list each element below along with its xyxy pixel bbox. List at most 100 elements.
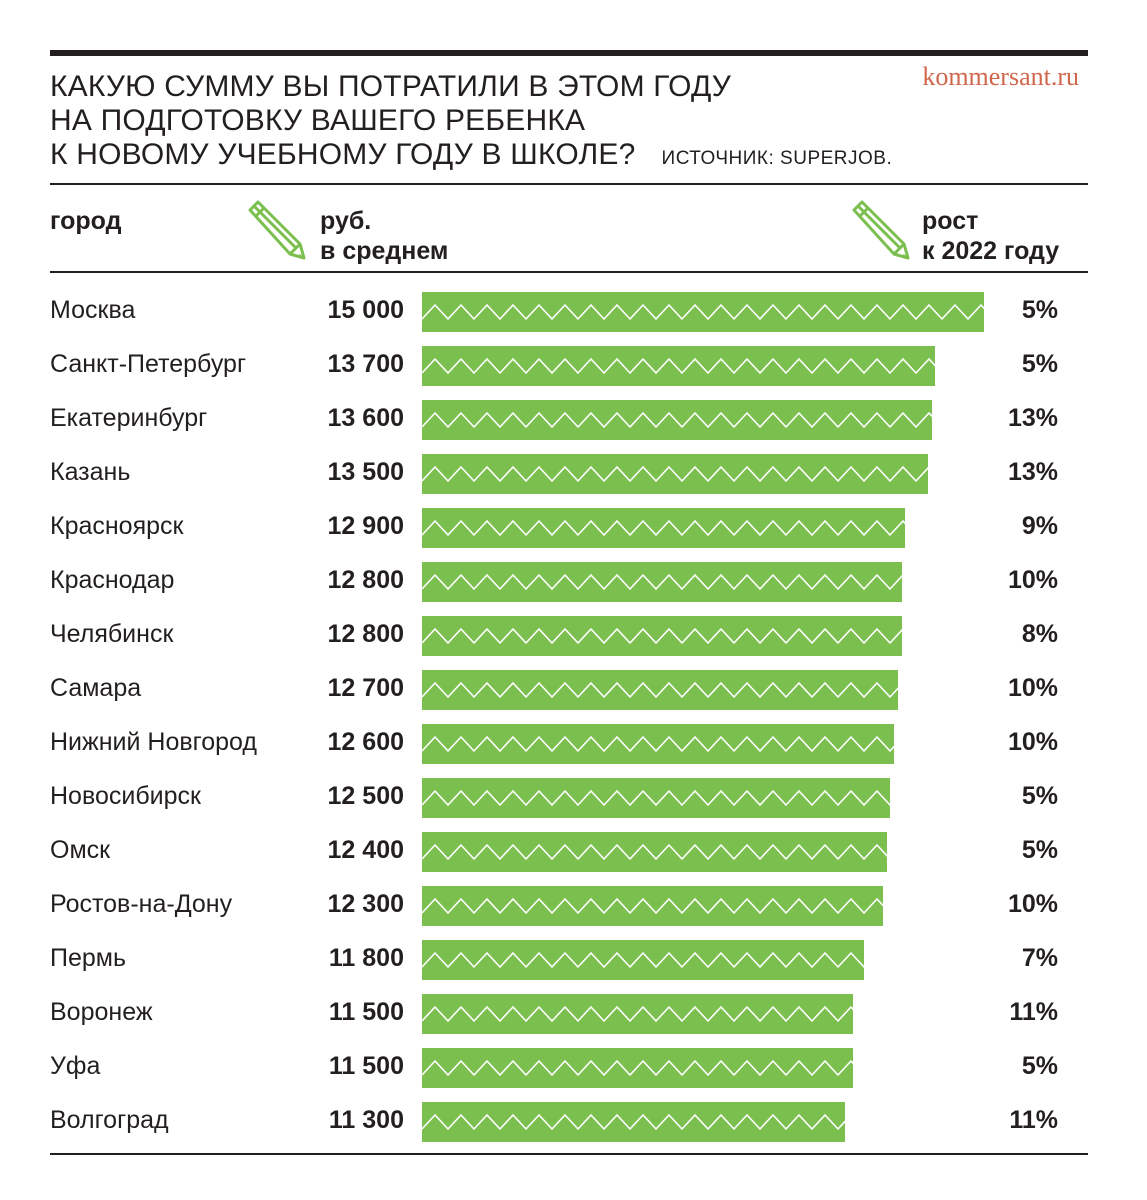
source-note: ИСТОЧНИК: SUPERJOB. [661,148,893,169]
bar [422,400,932,440]
growth-label: 10% [1007,566,1058,594]
chart-row: Ростов-на-Дону 12 300 10% [50,879,1088,933]
bar-fill [422,292,984,332]
bar-zigzag [422,303,984,321]
bar-zigzag [422,681,898,699]
chart-row: Воронеж 11 500 11% [50,987,1088,1041]
value-label: 12 800 [327,566,404,594]
value-label: 11 800 [328,944,404,972]
chart-row: Уфа 11 500 5% [50,1041,1088,1095]
title-line-2: НА ПОДГОТОВКУ ВАШЕГО РЕБЕНКА [50,104,586,137]
bar-fill [422,832,887,872]
bar [422,562,902,602]
bar [422,994,853,1034]
title-line-3: К НОВОМУ УЧЕБНОМУ ГОДУ В ШКОЛЕ? ИСТОЧНИК:… [50,138,892,176]
city-label: Ростов-на-Дону [50,890,233,918]
chart-row: Краснодар 12 800 10% [50,555,1088,609]
bar-fill [422,724,894,764]
bar-zigzag [422,951,864,969]
city-label: Уфа [50,1052,101,1080]
chart-row: Новосибирск 12 500 5% [50,771,1088,825]
header-growth-line1: рост [922,207,979,235]
bar-zigzag [422,465,928,483]
growth-label: 5% [1021,836,1058,864]
growth-label: 9% [1021,512,1058,540]
growth-label: 13% [1007,404,1058,432]
bottom-rule [50,1153,1088,1155]
chart-row: Челябинск 12 800 8% [50,609,1088,663]
city-label: Екатеринбург [50,404,208,432]
bar-fill [422,778,890,818]
header-value: руб. в среднем [320,206,448,266]
pencil-icon [248,200,306,260]
chart-row: Екатеринбург 13 600 13% [50,393,1088,447]
bar-zigzag [422,1005,853,1023]
city-label: Пермь [50,944,126,972]
pencil-icon [852,200,910,260]
bar-fill [422,940,864,980]
bar [422,832,887,872]
growth-label: 5% [1021,350,1058,378]
header-top-rule [50,183,1088,185]
brand-logo[interactable]: kommersant.ru [922,62,1079,91]
chart-rows: Москва 15 000 5% Санкт-Петербург 13 700 5% Ека… [50,285,1088,1149]
chart-row: Самара 12 700 10% [50,663,1088,717]
bar [422,454,928,494]
bar [422,346,935,386]
chart-row: Омск 12 400 5% [50,825,1088,879]
value-label: 15 000 [327,296,404,324]
bar-zigzag [422,573,902,591]
city-label: Челябинск [50,620,174,648]
value-label: 13 600 [327,404,404,432]
value-label: 12 500 [327,782,404,810]
growth-label: 10% [1007,890,1058,918]
bar-zigzag [422,897,883,915]
growth-label: 11% [1009,998,1058,1026]
chart-row: Нижний Новгород 12 600 10% [50,717,1088,771]
header-growth-line2: к 2022 году [922,237,1060,265]
growth-label: 5% [1021,296,1058,324]
city-label: Волгоград [50,1106,169,1134]
bar [422,886,883,926]
bar-zigzag [422,789,890,807]
bar-zigzag [422,627,902,645]
city-label: Москва [50,296,136,324]
chart-row: Волгоград 11 300 11% [50,1095,1088,1149]
top-rule [50,50,1088,56]
value-label: 12 900 [327,512,404,540]
city-label: Омск [50,836,111,864]
bar-zigzag [422,1059,853,1077]
value-label: 12 700 [327,674,404,702]
bar [422,616,902,656]
chart-row: Казань 13 500 13% [50,447,1088,501]
chart-row: Москва 15 000 5% [50,285,1088,339]
bar [422,508,905,548]
header-bottom-rule [50,271,1088,273]
city-label: Самара [50,674,142,702]
chart-row: Красноярск 12 900 9% [50,501,1088,555]
value-label: 11 500 [328,1052,404,1080]
header-city: город [50,206,121,236]
bar-fill [422,886,883,926]
city-label: Санкт-Петербург [50,350,247,378]
city-label: Нижний Новгород [50,728,257,756]
header-growth: рост к 2022 году [922,206,1059,266]
bar-zigzag [422,1113,845,1131]
bar [422,292,984,332]
growth-label: 10% [1007,674,1058,702]
growth-label: 10% [1007,728,1058,756]
bar-zigzag [422,519,905,537]
growth-label: 7% [1021,944,1058,972]
bar-zigzag [422,843,887,861]
city-label: Воронеж [50,998,153,1026]
bar-fill [422,1102,845,1142]
bar [422,778,890,818]
growth-label: 11% [1009,1106,1058,1134]
value-label: 13 500 [327,458,404,486]
growth-label: 8% [1021,620,1058,648]
bar-zigzag [422,411,932,429]
chart-title: КАКУЮ СУММУ ВЫ ПОТРАТИЛИ В ЭТОМ ГОДУ НА … [50,70,892,176]
growth-label: 5% [1021,782,1058,810]
city-label: Казань [50,458,131,486]
bar-zigzag [422,735,894,753]
